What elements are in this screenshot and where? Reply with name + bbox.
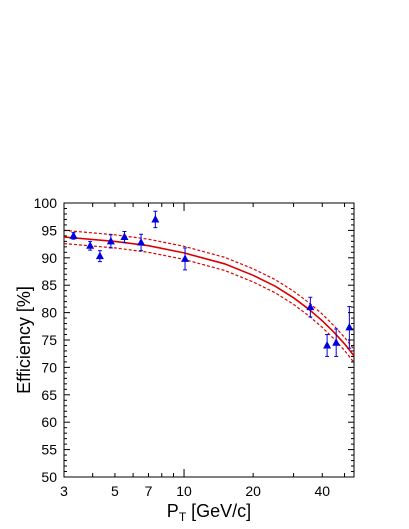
x-axis-title-unit: [GeV/c] [186, 501, 251, 521]
data-point [323, 340, 332, 349]
y-tick-label: 75 [41, 332, 57, 348]
x-axis-title-main: P [167, 501, 179, 521]
x-tick-label: 20 [245, 483, 261, 499]
data-point [306, 302, 315, 311]
y-tick-label: 55 [41, 442, 57, 458]
y-axis-title: Efficiency [%] [14, 286, 34, 394]
x-tick-label: 10 [176, 483, 192, 499]
y-tick-label: 70 [41, 359, 57, 375]
x-axis-title: PT [GeV/c] [167, 501, 251, 524]
x-tick-label: 5 [111, 483, 119, 499]
data-point [86, 241, 95, 249]
axis-ticks: 50 55 60 65 70 75 80 85 90 95 100 3 5 7 10 20 40 [34, 195, 354, 499]
y-tick-label: 100 [34, 195, 58, 211]
x-tick-label: 7 [145, 483, 153, 499]
data-point [95, 251, 104, 260]
data-point [181, 254, 190, 262]
data-point [120, 232, 129, 240]
data-point [151, 214, 160, 223]
y-tick-label: 80 [41, 305, 57, 321]
data-point [137, 237, 146, 246]
y-tick-label: 95 [41, 222, 57, 238]
data-points [69, 210, 354, 357]
y-tick-label: 60 [41, 414, 57, 430]
y-tick-label: 65 [41, 387, 57, 403]
data-point [69, 231, 78, 239]
data-point [332, 338, 341, 346]
fit-curves [63, 229, 355, 363]
y-tick-label: 90 [41, 250, 57, 266]
x-tick-label: 40 [314, 483, 330, 499]
y-tick-label: 50 [41, 469, 57, 485]
data-point [106, 236, 115, 245]
x-axis-title-sub: T [179, 510, 187, 524]
fit-band-upper [63, 229, 355, 350]
data-point [345, 322, 354, 331]
fit-curve [63, 236, 355, 357]
y-tick-label: 85 [41, 277, 57, 293]
x-tick-label: 3 [60, 483, 68, 499]
